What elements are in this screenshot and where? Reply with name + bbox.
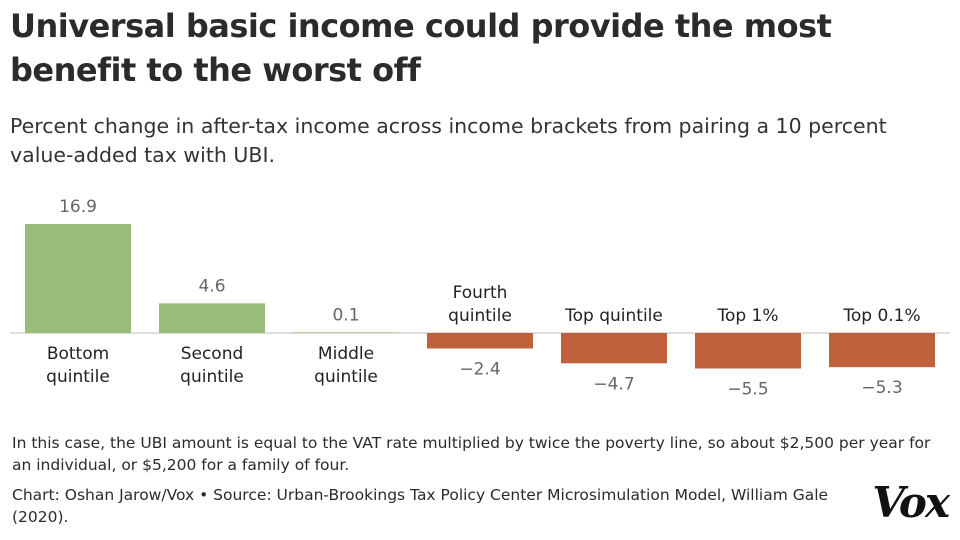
data-label: −2.4 — [459, 359, 500, 379]
category-label: Top 0.1% — [842, 306, 920, 326]
category-label: Top quintile — [564, 306, 663, 326]
data-label: 4.6 — [198, 276, 225, 296]
category-label: Fourth — [453, 283, 508, 303]
chart-credit: Chart: Oshan Jarow/Vox • Source: Urban-B… — [12, 486, 829, 526]
data-label: −5.5 — [727, 379, 768, 399]
data-label: −4.7 — [593, 374, 634, 394]
bar — [561, 333, 667, 364]
data-label: 16.9 — [59, 197, 97, 217]
category-label: Second — [181, 344, 244, 364]
bar — [25, 223, 131, 333]
bar — [695, 333, 801, 369]
chart-note: In this case, the UBI amount is equal to… — [12, 434, 931, 474]
category-label: Middle — [318, 344, 374, 364]
category-label: quintile — [448, 306, 512, 326]
category-label: Bottom — [47, 344, 109, 364]
category-label: quintile — [180, 367, 244, 387]
category-label: quintile — [314, 367, 378, 387]
bar — [829, 333, 935, 368]
bar — [293, 332, 399, 333]
data-label: −5.3 — [861, 378, 902, 398]
vox-logo: Vox — [872, 478, 950, 527]
bar-chart: 16.9 Bottom quintile 4.6 Second quintile 0.1 Mi… — [10, 197, 950, 399]
chart-title: Universal basic income could provide the… — [10, 7, 832, 89]
category-label: Top 1% — [716, 306, 778, 326]
bar — [159, 303, 265, 333]
chart-subtitle: Percent change in after-tax income acros… — [10, 114, 887, 167]
bar — [427, 333, 533, 349]
data-label: 0.1 — [332, 305, 359, 325]
category-label: quintile — [46, 367, 110, 387]
